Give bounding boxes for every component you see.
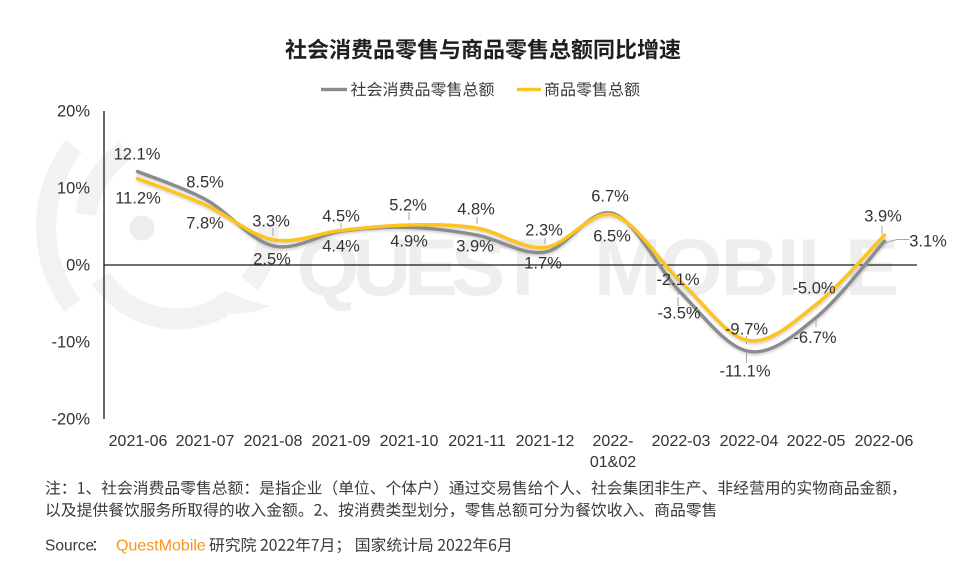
svg-text:10%: 10%	[57, 180, 90, 198]
svg-text:7.8%: 7.8%	[186, 215, 224, 233]
svg-text:-3.5%: -3.5%	[657, 305, 700, 323]
svg-text:01&02: 01&02	[590, 454, 636, 471]
svg-text:-11.1%: -11.1%	[719, 363, 770, 381]
svg-text:6.7%: 6.7%	[591, 188, 629, 206]
svg-text:2021-08: 2021-08	[244, 433, 303, 450]
svg-text:-2.1%: -2.1%	[656, 271, 699, 289]
svg-text:4.9%: 4.9%	[390, 233, 428, 251]
svg-text:4.8%: 4.8%	[457, 201, 495, 219]
svg-text:4.5%: 4.5%	[322, 208, 360, 226]
svg-text:3.3%: 3.3%	[252, 213, 290, 231]
svg-text:-6.7%: -6.7%	[793, 329, 836, 347]
svg-text:-20%: -20%	[51, 411, 90, 429]
svg-text:2021-11: 2021-11	[448, 433, 506, 450]
svg-text:2021-07: 2021-07	[176, 433, 235, 450]
svg-text:3.1%: 3.1%	[909, 233, 947, 251]
svg-text:2021-06: 2021-06	[109, 433, 168, 450]
svg-text:12.1%: 12.1%	[114, 146, 161, 164]
svg-text:3.9%: 3.9%	[456, 238, 494, 256]
svg-text:QUEST: QUEST	[297, 223, 548, 313]
svg-text:11.2%: 11.2%	[115, 190, 161, 208]
svg-text:2.5%: 2.5%	[253, 251, 291, 269]
svg-text:2022-: 2022-	[593, 433, 634, 450]
svg-text:-10%: -10%	[51, 334, 90, 352]
svg-text:2021-09: 2021-09	[312, 433, 371, 450]
svg-text:0%: 0%	[66, 257, 90, 275]
svg-text:QuestMobile: QuestMobile	[116, 538, 206, 555]
svg-text:4.4%: 4.4%	[322, 238, 360, 256]
svg-text:2022-06: 2022-06	[855, 433, 914, 450]
svg-text:-5.0%: -5.0%	[792, 280, 835, 298]
svg-text:6.5%: 6.5%	[593, 228, 631, 246]
svg-text:2022-03: 2022-03	[652, 433, 711, 450]
svg-text:20%: 20%	[57, 103, 90, 121]
svg-text:1.7%: 1.7%	[524, 255, 562, 273]
svg-text:5.2%: 5.2%	[389, 197, 427, 215]
svg-text:2022-04: 2022-04	[720, 433, 779, 450]
svg-text:2022-05: 2022-05	[787, 433, 846, 450]
svg-text:2021-12: 2021-12	[516, 433, 575, 450]
svg-text:8.5%: 8.5%	[186, 174, 224, 192]
svg-text:2.3%: 2.3%	[525, 222, 563, 240]
svg-text:3.9%: 3.9%	[864, 208, 902, 226]
svg-text:2021-10: 2021-10	[380, 433, 439, 450]
svg-text:-9.7%: -9.7%	[725, 321, 768, 339]
svg-text:Source: Source	[45, 538, 94, 555]
